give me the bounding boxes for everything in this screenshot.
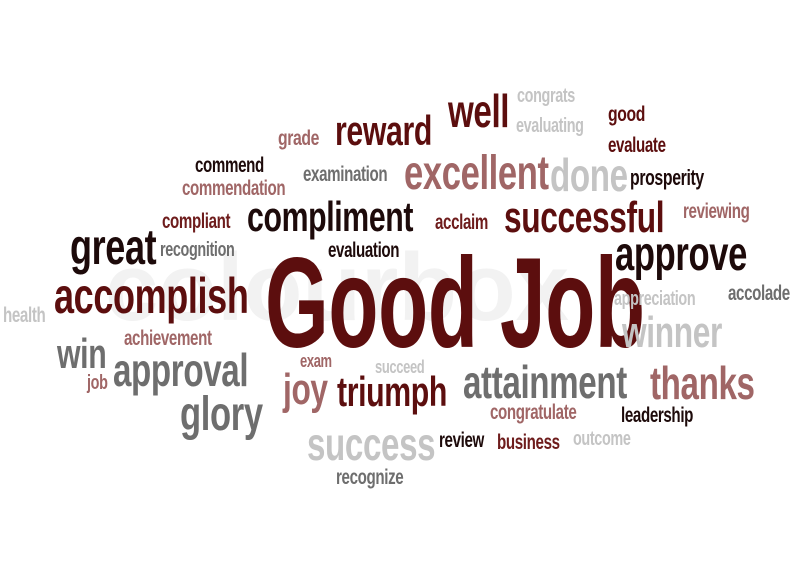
word-reviewing: reviewing [683, 200, 750, 223]
word-outcome: outcome [573, 428, 631, 450]
word-glory: glory [180, 388, 263, 441]
word-congratulate: congratulate [490, 401, 577, 424]
word-attainment: attainment [463, 356, 627, 408]
word-congrats: congrats [517, 85, 575, 107]
word-health: health [3, 304, 46, 327]
word-acclaim: acclaim [435, 211, 488, 234]
word-done: done [550, 149, 628, 201]
word-winner: winner [622, 308, 722, 357]
word-thanks: thanks [650, 357, 755, 409]
word-business: business [497, 431, 560, 454]
word-evaluate: evaluate [608, 134, 666, 157]
word-successful: successful [504, 193, 665, 242]
word-job: job [87, 372, 108, 394]
word-exam: exam [300, 351, 332, 371]
word-leadership: leadership [621, 404, 694, 427]
word-triumph: triumph [337, 368, 448, 415]
word-compliment: compliment [247, 193, 414, 240]
word-prosperity: prosperity [630, 165, 704, 190]
word-accolade: accolade [728, 282, 790, 305]
word-approve: approve [615, 228, 747, 281]
word-compliant: compliant [162, 210, 231, 233]
word-commend: commend [195, 154, 264, 177]
word-approval: approval [113, 344, 249, 396]
word-success: success [307, 418, 436, 470]
word-evaluating: evaluating [516, 115, 584, 137]
word-review: review [439, 429, 484, 452]
word-great: great [70, 219, 157, 275]
word-excellent: excellent [404, 147, 549, 200]
word-succeed: succeed [375, 357, 425, 377]
word-examination: examination [303, 163, 388, 186]
word-appreciation: appreciation [614, 288, 696, 310]
word-accomplish: accomplish [54, 268, 249, 324]
word-joy: joy [283, 365, 328, 414]
word-win: win [57, 330, 107, 377]
word-reward: reward [335, 107, 433, 154]
word-recognition: recognition [160, 239, 235, 261]
watermark-text: colourbox [105, 234, 570, 341]
main-phrase-good-job: Good Job [265, 232, 645, 375]
word-evaluation: evaluation [328, 239, 400, 262]
word-good: good [608, 103, 645, 126]
word-grade: grade [278, 127, 320, 150]
word-recognize: recognize [336, 466, 404, 489]
word-well: well [448, 85, 510, 137]
word-commendation: commendation [182, 177, 286, 200]
word-achievement: achievement [124, 327, 212, 350]
